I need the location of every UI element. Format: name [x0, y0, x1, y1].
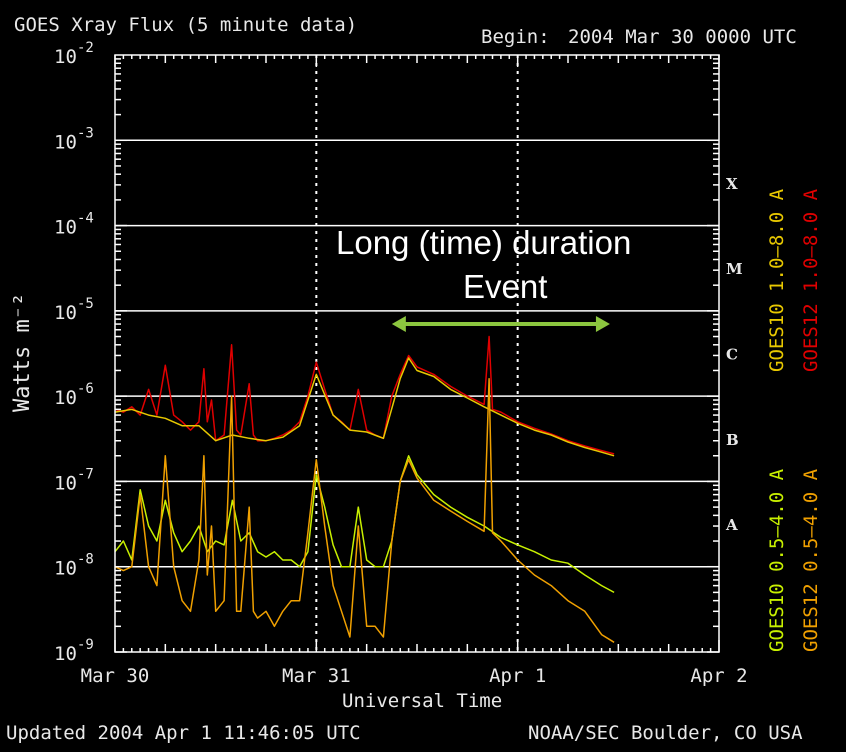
series-line: [114, 377, 615, 643]
y-tick-exponent: -6: [77, 381, 94, 397]
series-line: [114, 335, 615, 455]
grid-layer: [115, 55, 719, 652]
y-tick-exponent: -8: [77, 552, 94, 568]
begin-label: Begin:: [481, 26, 550, 48]
x-tick-label: Apr 1: [489, 665, 546, 687]
y-tick-exponent: -9: [77, 637, 94, 653]
legend-goes12-short: GOES12 0.5–4.0 A: [800, 468, 822, 652]
flare-class-label: X: [726, 175, 738, 193]
series-line: [114, 357, 615, 457]
y-tick-label: 10: [54, 217, 77, 239]
annotation-layer: [391, 316, 610, 332]
axes-layer: [114, 54, 720, 653]
annotation-line1: Long (time) duration: [336, 224, 632, 261]
updated-timestamp: Updated 2004 Apr 1 11:46:05 UTC: [6, 722, 361, 744]
y-tick-exponent: -2: [77, 40, 94, 56]
data-credit: NOAA/SEC Boulder, CO USA: [528, 722, 803, 744]
x-axis-label: Universal Time: [342, 690, 503, 712]
annotation-line2: Event: [463, 268, 548, 305]
y-axis-label: Watts m⁻²: [10, 292, 35, 412]
flare-class-label: M: [726, 260, 743, 278]
x-tick-label: Mar 31: [282, 665, 351, 687]
legend-goes12-long: GOES12 1.0–8.0 A: [800, 188, 822, 372]
duration-arrow-left-head: [391, 316, 406, 332]
duration-arrow-right-head: [595, 316, 610, 332]
y-tick-label: 10: [54, 46, 77, 68]
y-tick-exponent: -7: [77, 466, 94, 482]
y-tick-label: 10: [54, 643, 77, 665]
y-tick-label: 10: [54, 131, 77, 153]
chart-title: GOES Xray Flux (5 minute data): [14, 14, 358, 36]
legend-goes10-short: GOES10 0.5–4.0 A: [766, 468, 788, 652]
y-tick-exponent: -4: [77, 211, 94, 227]
x-tick-label: Mar 30: [81, 665, 150, 687]
flare-class-label: A: [725, 516, 738, 534]
series-line: [114, 455, 615, 594]
flare-class-label: C: [726, 346, 738, 364]
y-tick-exponent: -5: [77, 296, 94, 312]
begin-value: 2004 Mar 30 0000 UTC: [568, 26, 797, 48]
y-tick-label: 10: [54, 387, 77, 409]
series-layer: [114, 335, 615, 643]
y-tick-label: 10: [54, 302, 77, 324]
y-tick-label: 10: [54, 558, 77, 580]
plot-frame: [114, 54, 720, 653]
legend-goes10-long: GOES10 1.0–8.0 A: [766, 188, 788, 372]
y-tick-exponent: -3: [77, 125, 94, 141]
y-tick-label: 10: [54, 472, 77, 494]
flare-class-label: B: [726, 431, 739, 449]
x-tick-label: Apr 2: [690, 665, 747, 687]
